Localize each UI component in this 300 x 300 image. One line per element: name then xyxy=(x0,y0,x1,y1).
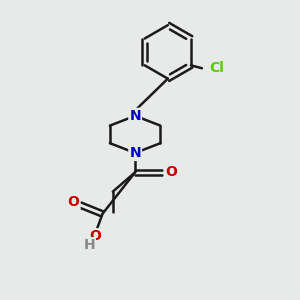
Text: O: O xyxy=(89,229,101,243)
Text: N: N xyxy=(129,146,141,160)
Text: Cl: Cl xyxy=(209,61,224,75)
Text: N: N xyxy=(129,109,141,123)
Text: H: H xyxy=(83,238,95,252)
Text: O: O xyxy=(165,165,177,179)
Text: O: O xyxy=(68,195,80,209)
